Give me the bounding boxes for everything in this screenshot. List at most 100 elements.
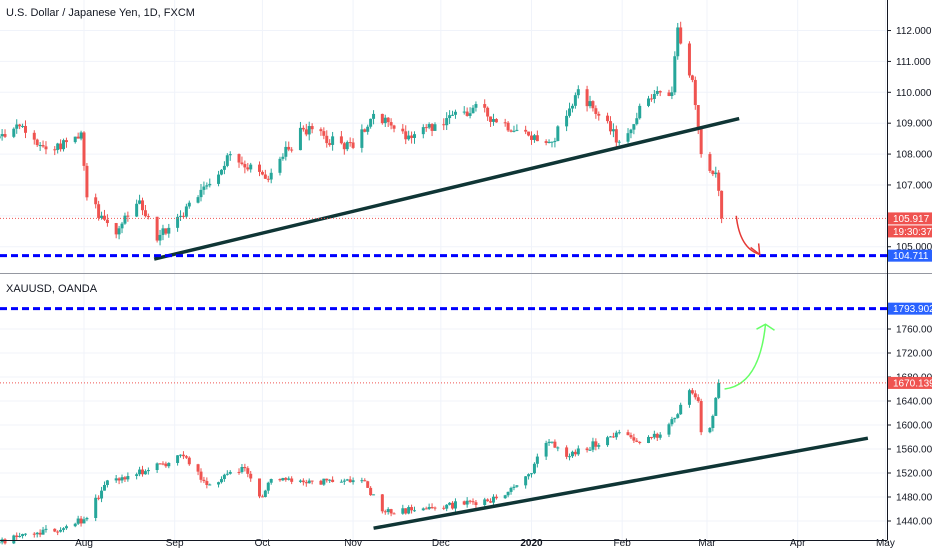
xauusd-candle [328, 479, 332, 481]
xauusd-candle [62, 528, 66, 530]
xauusd-candle [360, 480, 364, 482]
usdjpy-candle [696, 105, 700, 129]
xauusd-candle [240, 467, 244, 473]
usdjpy-candle [348, 142, 352, 144]
xauusd-candle [176, 455, 180, 463]
usdjpy-candle [515, 129, 519, 131]
usdjpy-candle [556, 126, 560, 141]
usdjpy-candle [217, 174, 221, 184]
xauusd-candle [3, 539, 7, 544]
usdjpy-candle [474, 104, 478, 108]
xauusd-candle [257, 478, 261, 497]
xauusd-level-value: 1793.902 [893, 304, 932, 315]
xauusd-candle [179, 454, 183, 456]
xauusd-candle [433, 507, 437, 509]
usdjpy-candle [161, 228, 165, 235]
xauusd-candle [503, 495, 507, 499]
xauusd-arrow-curve[interactable] [724, 324, 767, 390]
xauusd-candle [468, 500, 472, 502]
usdjpy-candle [421, 127, 425, 135]
usdjpy-candle [629, 129, 633, 134]
xauusd-candle [120, 477, 124, 481]
usdjpy-candle [667, 92, 671, 96]
usdjpy-candle [146, 216, 150, 218]
xauusd-candle [655, 433, 659, 438]
time-axis-label: Feb [614, 538, 632, 549]
usdjpy-candle [471, 107, 475, 114]
xauusd-candle [243, 467, 247, 469]
xauusd-candle [465, 500, 469, 505]
usdjpy-candle [433, 124, 437, 131]
usdjpy-candle [158, 234, 162, 241]
xauusd-trendline[interactable] [373, 436, 869, 530]
xauusd-candle [383, 511, 387, 513]
xauusd-candle [424, 508, 428, 510]
usdjpy-candle [392, 125, 396, 129]
usdjpy-candle [243, 164, 247, 168]
xauusd-candle [483, 499, 487, 506]
xauusd-candle [608, 436, 612, 438]
usdjpy-level-tag [888, 249, 932, 262]
usdjpy-candle [59, 143, 63, 150]
xauusd-candle [626, 432, 630, 436]
usdjpy-candle [690, 75, 694, 80]
xauusd-candle [105, 480, 109, 485]
usdjpy-candle [483, 104, 487, 108]
time-axis-label: Sep [166, 538, 184, 549]
usdjpy-candle [269, 172, 273, 180]
usdjpy-candle [105, 219, 109, 224]
xauusd-candle [18, 535, 22, 538]
usdjpy-candle [184, 206, 188, 217]
xauusd-candle [404, 508, 408, 514]
xauusd-candle [448, 502, 452, 505]
xauusd-candle [284, 477, 288, 480]
usdjpy-countdown-tag [888, 225, 932, 238]
xauusd-candle [269, 479, 273, 483]
xauusd-candle [380, 494, 384, 512]
xauusd-candle [117, 478, 121, 481]
time-axis-label: Dec [432, 538, 450, 549]
xauusd-candle [696, 397, 700, 401]
usdjpy-candle [494, 119, 498, 123]
usdjpy-candle [512, 130, 516, 132]
usdjpy-candle [687, 43, 691, 76]
xauusd-candle [167, 462, 171, 467]
usdjpy-trendline[interactable] [153, 116, 740, 261]
usdjpy-candle [138, 200, 142, 204]
xauusd-candle [237, 471, 241, 473]
usdjpy-candle [35, 139, 39, 146]
usdjpy-candle [85, 165, 89, 198]
usdjpy-candle [524, 129, 528, 132]
xauusd-candle [512, 486, 516, 488]
xauusd-candle [73, 523, 77, 527]
xauusd-candle [638, 441, 642, 443]
xauusd-candle [474, 502, 478, 506]
usdjpy-candle [503, 122, 507, 124]
time-axis-label: May [876, 538, 895, 549]
xauusd-candle [635, 440, 639, 442]
usdjpy-candle [176, 216, 180, 228]
usdjpy-candle [32, 132, 36, 140]
usdjpy-candle [670, 92, 674, 96]
usdjpy-candle [249, 164, 253, 170]
usdjpy-candle [430, 124, 434, 131]
xauusd-candle [158, 463, 162, 465]
usdjpy-candle [611, 129, 615, 132]
usdjpy-price-axis-label: 111.000 [896, 57, 931, 68]
usdjpy-candle [693, 79, 697, 106]
usdjpy-candle [310, 126, 314, 130]
usdjpy-candle [205, 185, 209, 187]
usdjpy-candle [410, 135, 414, 138]
xauusd-candle [307, 480, 311, 484]
xauusd-candle [0, 542, 1, 544]
usdjpy-candle [21, 125, 25, 127]
usdjpy-candle [532, 135, 536, 140]
usdjpy-arrow-curve[interactable] [735, 215, 760, 256]
xauusd-candle [225, 473, 229, 475]
usdjpy-candle [62, 140, 66, 150]
xauusd-candle [135, 474, 139, 476]
xauusd-candle [85, 518, 89, 520]
xauusd-candle [570, 451, 574, 457]
usdjpy-candle [64, 140, 68, 143]
